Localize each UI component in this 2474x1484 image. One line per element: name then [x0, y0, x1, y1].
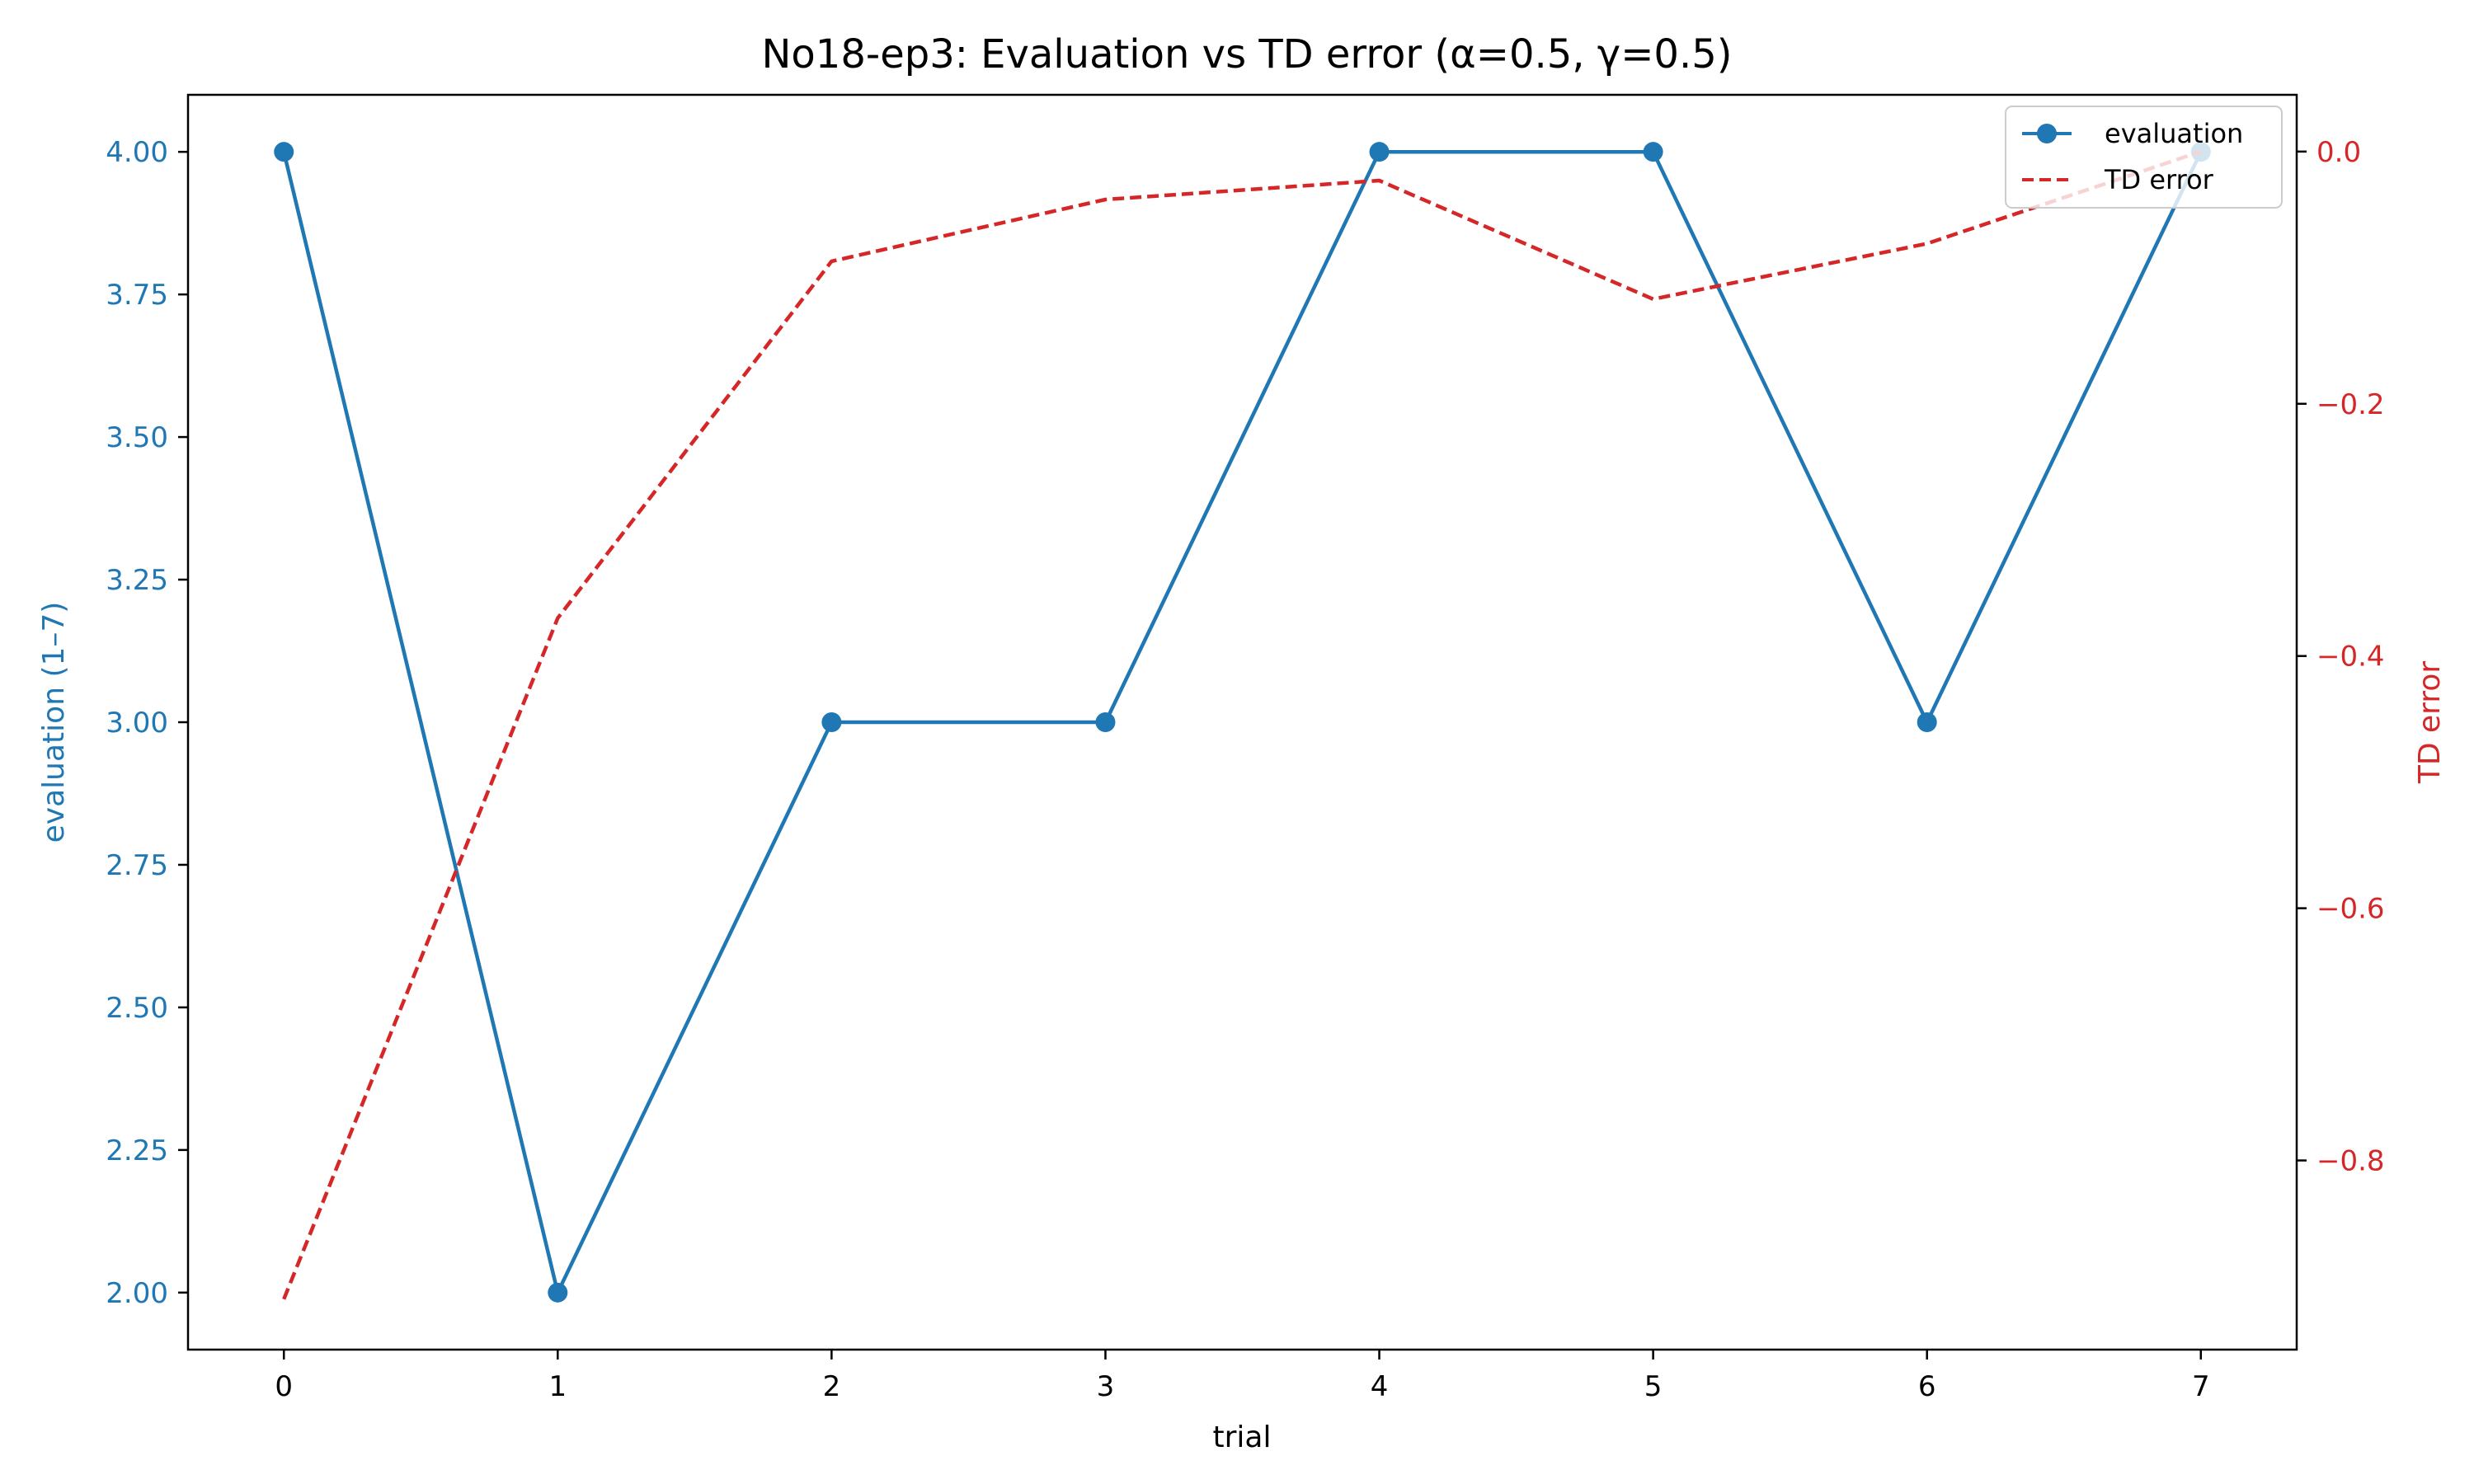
x-tick-label: 1 [548, 1370, 567, 1403]
y2-tick-label: −0.2 [2316, 388, 2385, 421]
y2-tick-label: −0.4 [2316, 641, 2385, 674]
legend-label-td-error: TD error [2104, 164, 2214, 195]
data-point-evaluation [1369, 142, 1390, 162]
y-axis-right: 0.0 −0.2 −0.4 −0.6 −0.8 [2297, 136, 2385, 1178]
y-tick-label: 4.00 [106, 136, 168, 169]
y2-tick-label: 0.0 [2316, 136, 2361, 169]
x-axis-label: trial [1213, 1421, 1272, 1454]
y-axis-label: evaluation (1–7) [37, 602, 71, 843]
y-tick-label: 3.25 [106, 564, 168, 597]
x-tick-label: 2 [823, 1370, 841, 1403]
series-layer [274, 142, 2211, 1303]
legend-marker-evaluation [2037, 124, 2057, 143]
x-tick-label: 4 [1371, 1370, 1389, 1403]
legend: evaluation TD error [2005, 106, 2283, 209]
x-axis: 0 1 2 3 4 5 6 7 [275, 1350, 2210, 1403]
y2-axis-label: TD error [2413, 661, 2447, 785]
series-line-evaluation [282, 149, 2203, 1295]
legend-box [2005, 106, 2283, 209]
y-tick-label: 3.00 [106, 707, 168, 740]
data-point-evaluation [548, 1282, 568, 1303]
y-tick-label: 3.50 [106, 421, 168, 454]
y-axis-left: 2.00 2.25 2.50 2.75 3.00 3.25 3.50 3.75 4.00 [106, 136, 188, 1310]
y-tick-label: 3.75 [106, 279, 168, 312]
x-tick-label: 3 [1097, 1370, 1115, 1403]
data-point-evaluation [1095, 712, 1116, 732]
data-point-evaluation [274, 142, 294, 162]
data-point-evaluation [1917, 712, 1937, 732]
y-tick-label: 2.50 [106, 992, 168, 1025]
plot-frame [186, 93, 2298, 1351]
x-tick-label: 7 [2192, 1370, 2210, 1403]
y2-tick-label: −0.6 [2316, 893, 2385, 926]
y-tick-label: 2.00 [106, 1277, 168, 1310]
data-point-evaluation [1643, 142, 1663, 162]
x-tick-label: 0 [275, 1370, 293, 1403]
y-tick-label: 2.75 [106, 849, 168, 882]
y-tick-label: 2.25 [106, 1134, 168, 1167]
legend-label-evaluation: evaluation [2105, 118, 2243, 149]
chart-title: No18-ep3: Evaluation vs TD error (α=0.5,… [762, 31, 1733, 77]
x-tick-label: 6 [1918, 1370, 1936, 1403]
series-line-td-error [282, 149, 2202, 1300]
y2-tick-label: −0.8 [2316, 1145, 2385, 1178]
data-point-evaluation [821, 712, 842, 732]
x-tick-label: 5 [1644, 1370, 1663, 1403]
